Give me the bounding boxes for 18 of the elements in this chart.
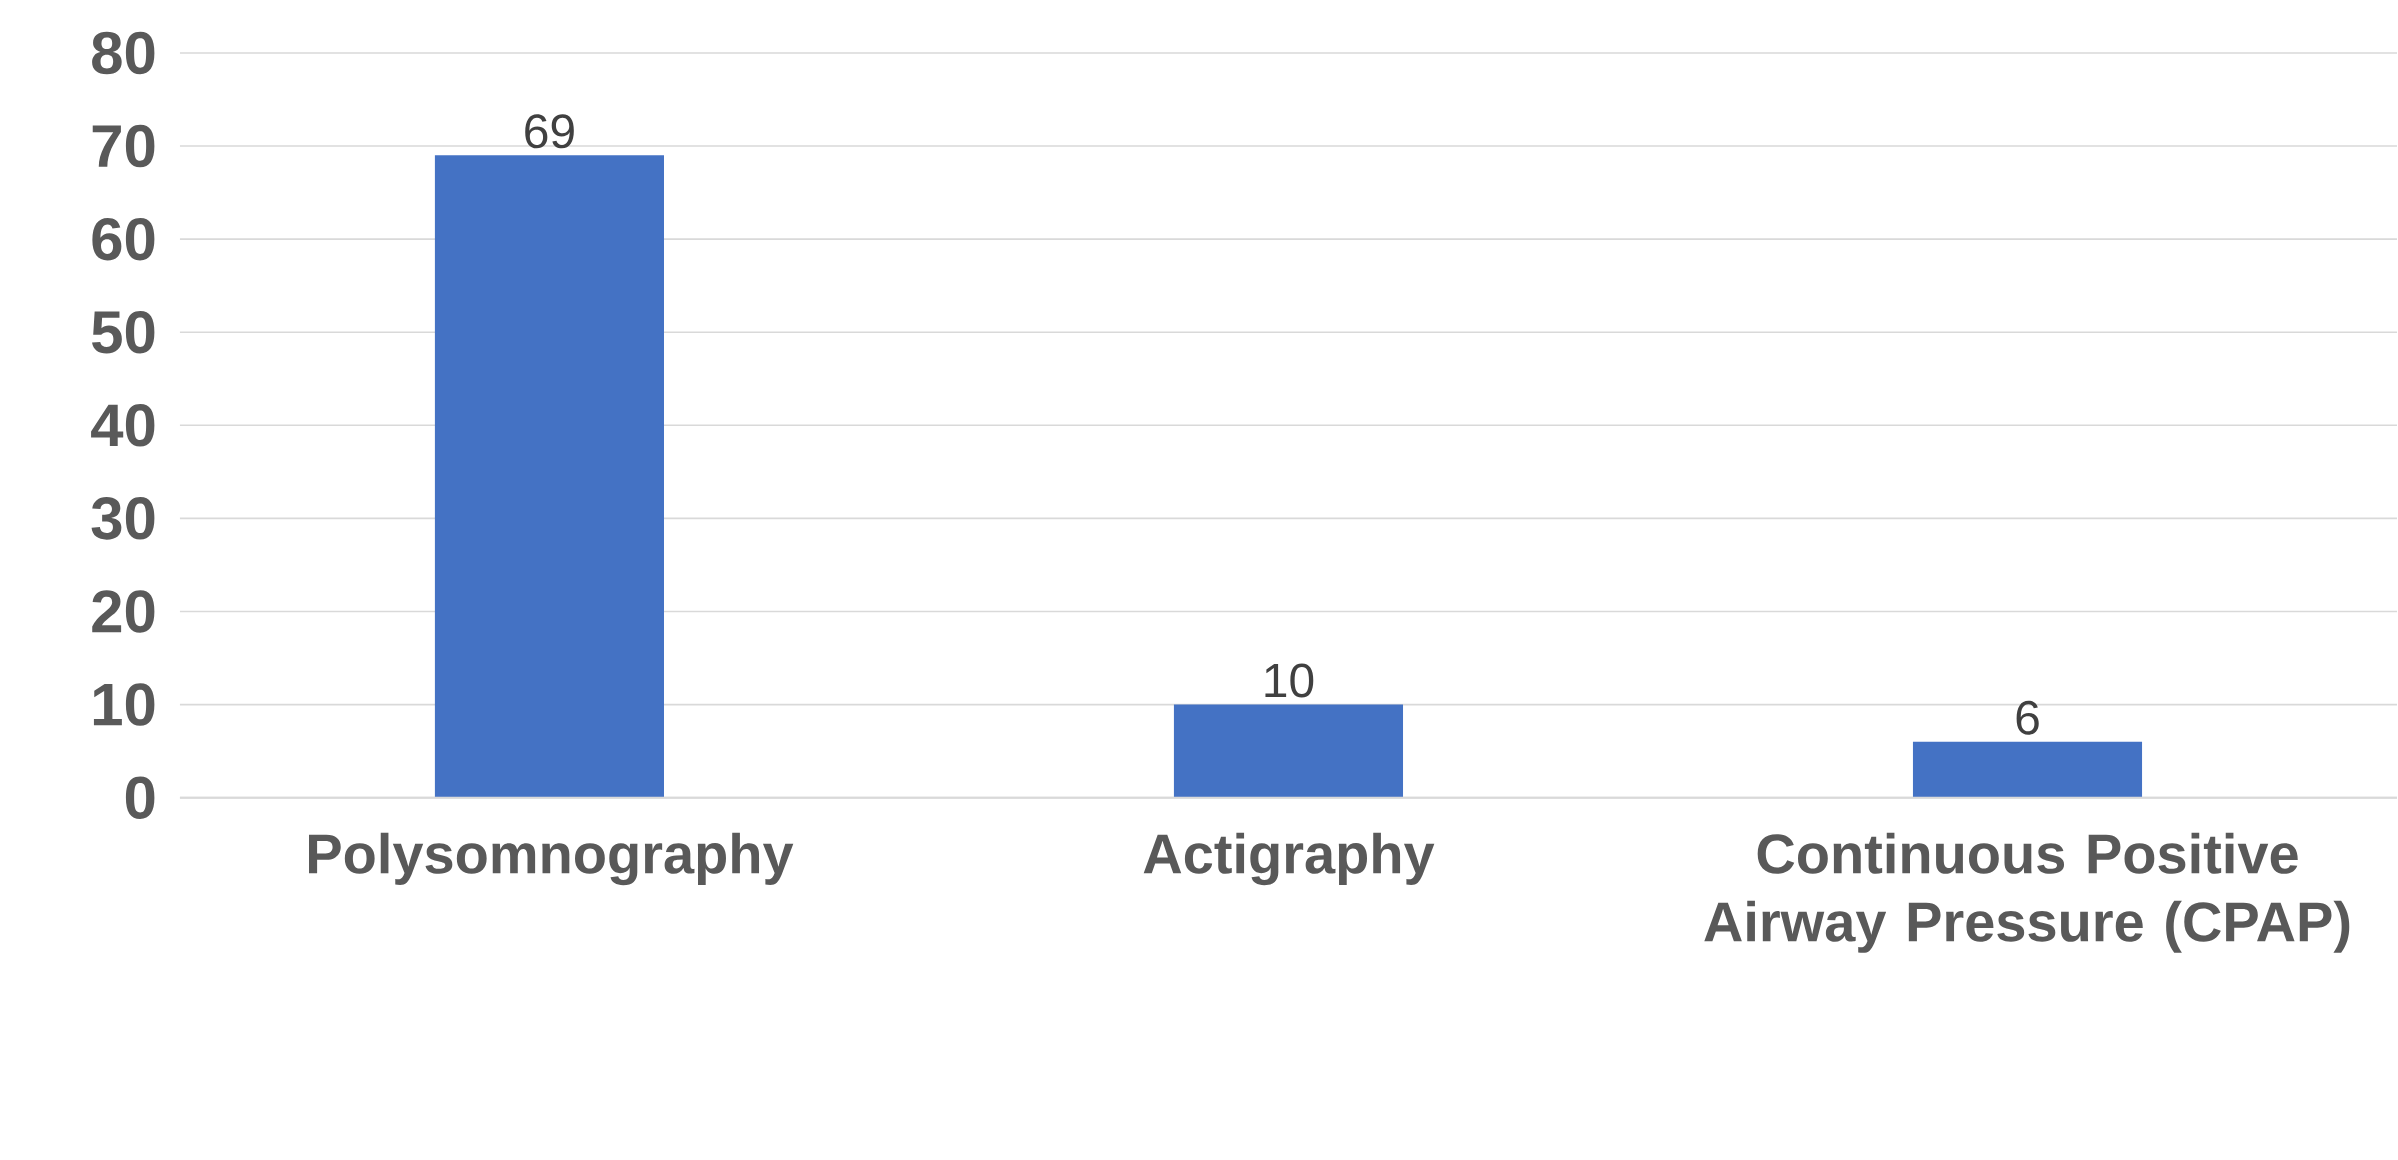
y-tick-label: 0 bbox=[125, 776, 155, 820]
y-tick-label: 10 bbox=[93, 683, 155, 727]
y-tick-label: 80 bbox=[92, 31, 155, 75]
y-tick-label: 40 bbox=[91, 404, 155, 447]
data-label: 6 bbox=[2016, 701, 2039, 735]
data-label: 10 bbox=[1265, 663, 1314, 698]
y-tick-label: 50 bbox=[92, 311, 155, 354]
y-tick-label: 20 bbox=[92, 590, 155, 633]
x-tick-label: Continuous Positive Airway Pressure (CPAP) bbox=[1704, 832, 2350, 954]
x-tick-label: Actigraphy bbox=[1143, 832, 1435, 886]
y-tick-label: 60 bbox=[92, 218, 155, 261]
y-tick-label: 30 bbox=[91, 497, 155, 540]
bar bbox=[1173, 704, 1404, 798]
x-tick-label: Polysomnography bbox=[309, 832, 794, 886]
bar bbox=[1912, 742, 2143, 798]
data-label: 69 bbox=[525, 114, 574, 149]
bar bbox=[434, 155, 664, 798]
y-tick-label: 70 bbox=[92, 125, 155, 168]
